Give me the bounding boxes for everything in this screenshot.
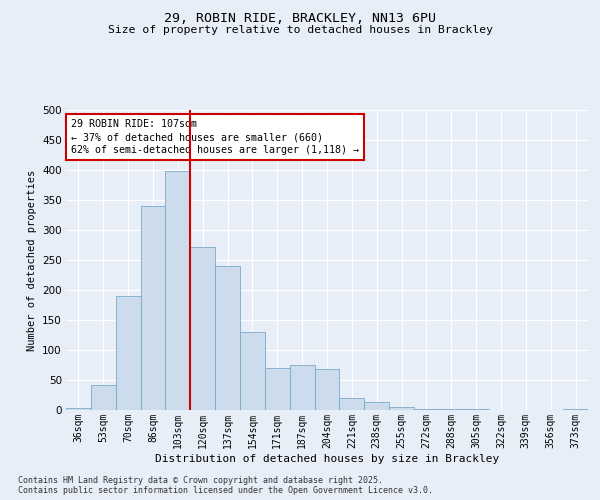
Bar (91, 385, 116, 410)
Text: Contains public sector information licensed under the Open Government Licence v3: Contains public sector information licen… (18, 486, 433, 495)
Bar (290, 365, 314, 410)
Bar (414, 409, 439, 410)
Bar (265, 368, 290, 410)
Bar (190, 247, 215, 410)
Text: 29 ROBIN RIDE: 107sqm
← 37% of detached houses are smaller (660)
62% of semi-det: 29 ROBIN RIDE: 107sqm ← 37% of detached … (71, 119, 359, 156)
Bar (389, 407, 414, 410)
Bar (364, 402, 389, 410)
Bar (240, 332, 265, 410)
Bar (66, 408, 91, 410)
Bar (116, 296, 140, 410)
Text: Size of property relative to detached houses in Brackley: Size of property relative to detached ho… (107, 25, 493, 35)
Text: 29, ROBIN RIDE, BRACKLEY, NN13 6PU: 29, ROBIN RIDE, BRACKLEY, NN13 6PU (164, 12, 436, 26)
Bar (166, 171, 190, 410)
Bar (140, 206, 166, 410)
Y-axis label: Number of detached properties: Number of detached properties (26, 170, 37, 350)
Bar (340, 398, 364, 410)
Bar (314, 369, 340, 410)
Text: Contains HM Land Registry data © Crown copyright and database right 2025.: Contains HM Land Registry data © Crown c… (18, 476, 383, 485)
X-axis label: Distribution of detached houses by size in Brackley: Distribution of detached houses by size … (155, 454, 499, 464)
Bar (215, 266, 240, 410)
